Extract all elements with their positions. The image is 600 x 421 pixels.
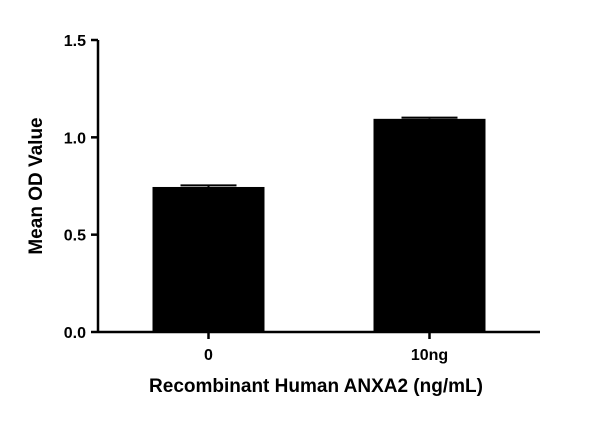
x-tick-labels: 0 10ng — [204, 347, 448, 364]
x-axis-title: Recombinant Human ANXA2 (ng/mL) — [149, 376, 483, 397]
y-tick-label: 0.0 — [64, 325, 86, 342]
x-tick-label: 0 — [204, 347, 213, 364]
x-tick-label: 10ng — [411, 347, 448, 364]
bar-10ng — [373, 118, 486, 332]
y-axis-title: Mean OD Value — [26, 117, 47, 254]
y-axis: 0.0 0.5 1.0 1.5 — [64, 33, 100, 342]
y-tick-label: 0.5 — [64, 228, 86, 245]
bars — [152, 116, 486, 332]
y-tick-label: 1.5 — [64, 33, 86, 50]
y-tick-label: 1.0 — [64, 130, 86, 147]
bar-0 — [152, 186, 265, 332]
x-axis — [98, 330, 540, 339]
